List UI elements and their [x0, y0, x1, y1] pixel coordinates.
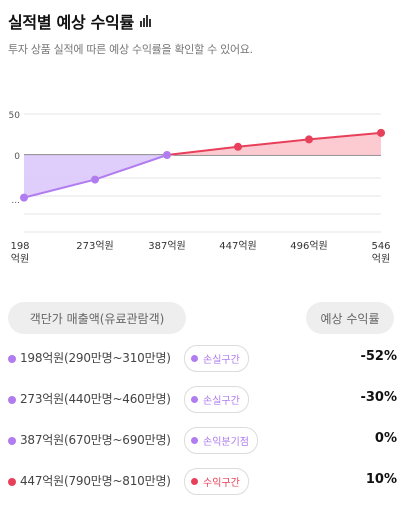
column-header-revenue: 객단가 매출액(유료관람객) — [8, 302, 186, 334]
table-row: 447억원(790만명~810만명) 수익구간 10% — [0, 465, 409, 506]
badge-dot-icon — [191, 355, 198, 362]
series-dot — [8, 478, 16, 486]
bar-chart-icon — [139, 15, 151, 27]
expected-return: -52% — [360, 349, 397, 364]
row-label: 198억원(290만명~310만명) — [20, 351, 171, 365]
expected-return: 0% — [374, 431, 397, 446]
data-point — [91, 175, 99, 184]
badge-label: 수익구간 — [203, 478, 240, 489]
page-subtitle: 투자 상품 실적에 따른 예상 수익률을 확인할 수 있어요. — [8, 43, 253, 56]
x-tick-label: 273억원 — [76, 241, 114, 252]
data-point — [163, 151, 171, 159]
section-badge: 손실구간 — [184, 386, 249, 413]
x-tick-label: 447억원 — [219, 241, 257, 252]
badge-dot-icon — [191, 478, 198, 485]
badge-label: 손익분기점 — [203, 437, 249, 448]
x-tick-label: 496억원 — [290, 241, 328, 252]
row-label: 447억원(790만명~810만명) — [20, 474, 171, 488]
data-point — [20, 193, 28, 202]
data-point — [377, 128, 385, 137]
return-chart: 50 0... — [9, 111, 385, 233]
data-point — [234, 142, 242, 151]
x-tick-label: 387억원 — [148, 241, 186, 252]
series-dot — [8, 437, 16, 445]
badge-label: 손실구간 — [203, 396, 240, 407]
row-label: 273억원(440만명~460만명) — [20, 392, 171, 406]
section-badge: 손실구간 — [184, 345, 249, 372]
y-tick-label: ... — [11, 196, 20, 206]
row-label: 387억원(670만명~690만명) — [20, 433, 171, 447]
table-row: 198억원(290만명~310만명) 손실구간 -52% — [0, 342, 409, 383]
column-header-return: 예상 수익률 — [306, 302, 394, 334]
badge-label: 손실구간 — [203, 355, 240, 366]
badge-dot-icon — [191, 437, 198, 444]
expected-return: 10% — [365, 472, 397, 487]
y-tick-label: 50 — [9, 111, 21, 121]
expected-return: -30% — [360, 390, 397, 405]
data-point — [305, 135, 313, 144]
series-dot — [8, 355, 16, 363]
profit-line — [166, 131, 382, 156]
page-title: 실적별 예상 수익률 — [8, 13, 134, 32]
table-row: 273억원(440만명~460만명) 손실구간 -30% — [0, 383, 409, 424]
y-tick-label: 0 — [14, 152, 20, 162]
x-tick-label: 546억원 — [371, 241, 391, 265]
series-dot — [8, 396, 16, 404]
section-badge: 수익구간 — [184, 468, 249, 495]
x-axis-labels: 198억원 273억원 387억원 447억원 496억원 546억원 — [0, 240, 409, 276]
section-badge: 손익분기점 — [184, 427, 258, 454]
x-tick-label: 198억원 — [10, 241, 30, 265]
table-row: 387억원(670만명~690만명) 손익분기점 0% — [0, 424, 409, 465]
header: 실적별 예상 수익률 투자 상품 실적에 따른 예상 수익률을 확인할 수 있어… — [8, 9, 253, 57]
badge-dot-icon — [191, 396, 198, 403]
return-table: 198억원(290만명~310만명) 손실구간 -52% 273억원(440만명… — [0, 342, 409, 506]
